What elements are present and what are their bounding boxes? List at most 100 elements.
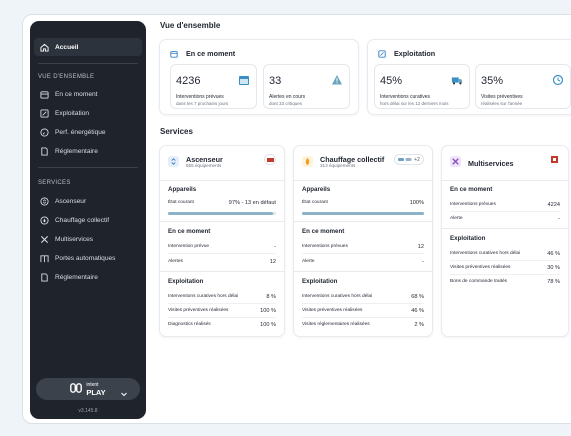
brand-logo-icon (70, 382, 83, 396)
row-etat-courant: État courant 97% - 13 en défaut (168, 200, 276, 206)
sidebar-item-multiservices[interactable]: Multiservices (34, 230, 142, 248)
table-row: Interventions curatives hors délai 46 % (450, 251, 560, 257)
sidebar-item-exploitation[interactable]: Exploitation (34, 104, 142, 122)
table-row: Alerte - (450, 216, 560, 222)
table-row: Alerte - (302, 259, 424, 265)
row-separator (302, 303, 424, 304)
brand-badge-icon (264, 154, 276, 165)
state-progress-bar (302, 212, 424, 215)
state-progress-fill (302, 212, 424, 215)
service-equipment-count: 555 équipements (186, 163, 222, 168)
sidebar-item-portes[interactable]: Portes automatiques (34, 249, 142, 267)
chevron-down-icon[interactable] (120, 385, 128, 397)
group-title: Appareils (302, 186, 331, 193)
table-row: Interventions prévues 12 (302, 244, 424, 250)
card-title: En ce moment (186, 49, 236, 58)
state-progress-fill (168, 212, 273, 215)
sidebar-item-label: Exploitation (55, 109, 90, 117)
table-row: Interventions curatives hors délai 68 % (302, 294, 424, 300)
sidebar-item-reglementaire-1[interactable]: Réglementaire (34, 142, 142, 160)
row-separator (168, 303, 276, 304)
stat-interventions-prevues[interactable]: 4236 Interventions prévues dans les 7 pr… (170, 64, 257, 109)
sidebar-item-label: Multiservices (55, 235, 94, 243)
stat-visites-preventives[interactable]: 35% Visites préventives réalisées sur l'… (475, 64, 571, 109)
table-row: Alertes 12 (168, 259, 276, 265)
heating-icon (40, 215, 49, 225)
calendar-icon (239, 76, 249, 85)
divider (294, 271, 432, 272)
warning-icon (332, 75, 342, 85)
stat-alertes[interactable]: 33 Alertes en cours dont 33 critiques (263, 64, 350, 109)
tools-cross-icon (450, 156, 461, 167)
home-icon (40, 43, 49, 52)
table-row: Diagnostics réalisés 100 % (168, 322, 276, 328)
sidebar-item-ascenseur[interactable]: Ascenseur (34, 192, 142, 210)
state-progress-bar (168, 212, 276, 215)
stat-label: Interventions prévues (176, 94, 224, 100)
row-etat-courant: État courant 100% (302, 200, 424, 206)
table-row: Bons de commande traités 78 % (450, 279, 560, 285)
sidebar-item-label: Réglementaire (55, 147, 98, 155)
row-separator (450, 260, 560, 261)
page-title: Vue d'ensemble (160, 21, 221, 30)
sidebar-divider (38, 167, 138, 168)
brand-switcher[interactable]: intent PLAY (36, 378, 140, 400)
card-chauffage-collectif[interactable]: Chauffage collectif 313 équipements +2 A… (293, 145, 433, 337)
group-title: Exploitation (450, 235, 486, 242)
sidebar-item-reglementaire-2[interactable]: Réglementaire (34, 268, 142, 286)
divider (294, 221, 432, 222)
group-title: En ce moment (168, 228, 211, 235)
elevator-icon (168, 156, 179, 167)
brands-badge[interactable]: +2 (394, 154, 424, 165)
services-title: Services (160, 127, 193, 136)
sidebar-item-accueil[interactable]: Accueil (34, 38, 142, 56)
truck-icon (451, 77, 463, 85)
tools-icon (378, 49, 386, 58)
calendar-icon (170, 50, 178, 58)
elevator-icon (40, 196, 49, 206)
row-separator (450, 211, 560, 212)
row-separator (302, 253, 424, 254)
service-name: Multiservices (468, 159, 514, 168)
sidebar-item-label: Portes automatiques (55, 254, 116, 262)
sidebar-item-label: Ascenseur (55, 197, 87, 205)
stat-label: Alertes en cours (269, 94, 306, 100)
stat-value: 4236 (176, 75, 201, 87)
card-ascenseur[interactable]: Ascenseur 555 équipements Appareils État… (159, 145, 285, 337)
table-row: Visites préventives réalisées 100 % (168, 308, 276, 314)
card-exploitation: Exploitation 45% Interventions curatives… (367, 39, 571, 115)
brands-more-count: +2 (414, 156, 420, 163)
sidebar-item-label: Accueil (55, 43, 79, 51)
stat-value: 35% (481, 75, 504, 87)
flame-icon (302, 156, 313, 167)
stat-label: Visites préventives (481, 94, 523, 100)
table-row: Interventions curatives hors délai 8 % (168, 294, 276, 300)
sidebar-item-perf-energetique[interactable]: Perf. énergétique (34, 123, 142, 141)
document-icon (40, 146, 49, 156)
sidebar-item-en-ce-moment[interactable]: En ce moment (34, 85, 142, 103)
divider (442, 180, 568, 181)
group-title: En ce moment (302, 228, 345, 235)
group-title: Exploitation (302, 278, 338, 285)
sidebar-item-label: Chauffage collectif (55, 216, 110, 224)
section-title-services: SERVICES (38, 180, 71, 186)
card-multiservices[interactable]: Multiservices En ce moment Interventions… (441, 145, 569, 337)
door-icon (40, 254, 49, 263)
stat-interventions-curatives[interactable]: 45% Interventions curatives hors délai s… (374, 64, 470, 109)
table-row: Interventions prévues 4224 (450, 202, 560, 208)
sidebar-item-chauffage[interactable]: Chauffage collectif (34, 211, 142, 229)
service-equipment-count: 313 équipements (320, 163, 356, 168)
row-separator (168, 317, 276, 318)
table-row: Visites préventives réalisées 30 % (450, 265, 560, 271)
sidebar-item-label: En ce moment (55, 90, 98, 98)
tools-icon (40, 108, 49, 118)
row-separator (450, 274, 560, 275)
group-title: En ce moment (450, 186, 493, 193)
divider (442, 228, 568, 229)
brand-name: intent PLAY (86, 382, 106, 397)
card-title: Exploitation (394, 49, 436, 58)
table-row: Visites préventives réalisées 46 % (302, 308, 424, 314)
card-header: Exploitation (378, 49, 435, 58)
divider (160, 271, 284, 272)
section-title-overview: VUE D'ENSEMBLE (38, 74, 95, 80)
